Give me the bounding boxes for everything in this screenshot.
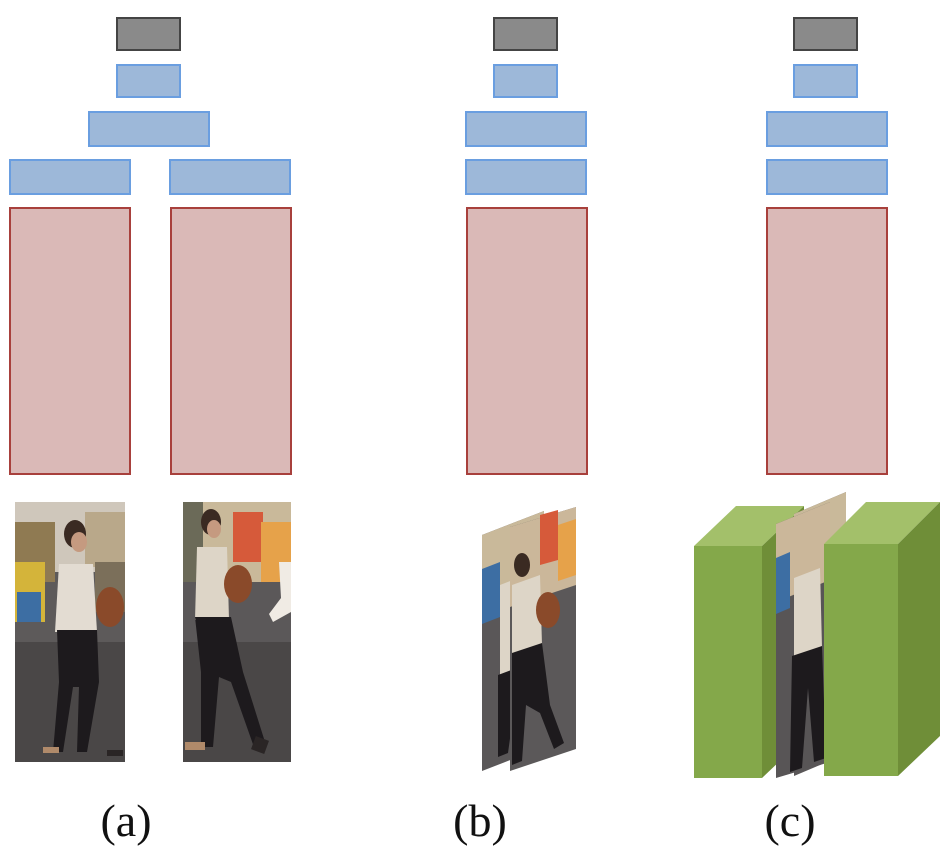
a-fc-block-right	[169, 159, 291, 195]
c-fc-block-middle	[766, 111, 888, 147]
a-fc-block-left	[9, 159, 131, 195]
a-output-block	[116, 17, 181, 51]
a-fc-block-top	[116, 64, 181, 98]
c-cnn-block	[766, 207, 888, 475]
c-fc-block-top	[793, 64, 858, 98]
b-stacked-input-images	[482, 507, 576, 771]
b-cnn-block	[466, 207, 588, 475]
caption-c: (c)	[764, 795, 816, 846]
c-volume-box-right	[824, 502, 940, 776]
a-cnn-block-left	[9, 207, 131, 475]
a-fc-block-merge	[88, 111, 210, 147]
b-fc-block-middle	[465, 111, 587, 147]
caption-b: (b)	[453, 795, 507, 846]
b-output-block	[493, 17, 558, 51]
a-cnn-block-right	[170, 207, 292, 475]
b-fc-block-top	[493, 64, 558, 98]
b-fc-block-bottom	[465, 159, 587, 195]
caption-a: (a)	[100, 795, 152, 846]
a-input-image-right	[183, 502, 291, 762]
c-fc-block-bottom	[766, 159, 888, 195]
c-output-block	[793, 17, 858, 51]
c-volume-illustration	[694, 492, 940, 778]
a-input-image-left	[15, 502, 125, 762]
b-input-frame-front	[510, 507, 576, 771]
